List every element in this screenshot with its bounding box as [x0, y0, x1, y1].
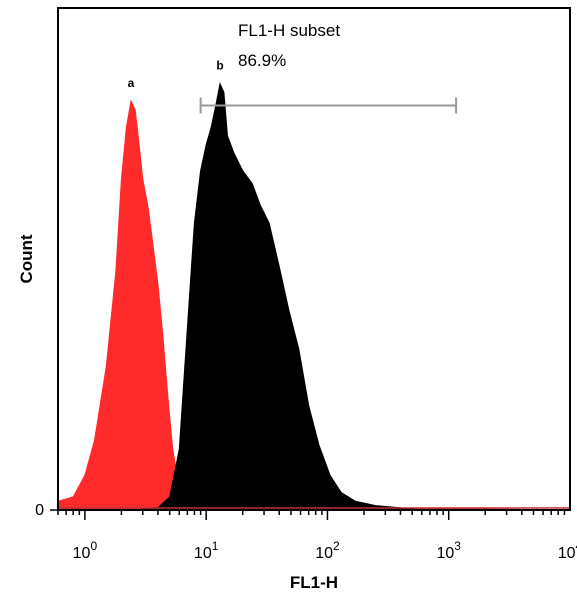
y-axis: 0: [35, 502, 58, 519]
gate-percent: 86.9%: [238, 51, 286, 70]
y-axis-label: Count: [17, 234, 36, 283]
series-a-label: a: [128, 76, 135, 90]
x-axis: 100 101 102 103 104: [57, 510, 577, 562]
gate-marker: [199, 97, 458, 114]
x-tick-label: 100: [73, 539, 98, 562]
y-tick-label: 0: [35, 502, 44, 519]
gate-label: FL1-H subset: [238, 21, 340, 40]
x-tick-label: 101: [194, 539, 219, 562]
x-tick-label: 103: [436, 539, 461, 562]
x-tick-label: 102: [315, 539, 340, 562]
x-tick-label: 104: [558, 539, 577, 562]
plot-frame: [57, 7, 571, 511]
series-b-area: [133, 82, 422, 511]
plot-area: ab: [57, 59, 571, 511]
x-axis-label: FL1-H: [290, 573, 338, 592]
series-b-label: b: [216, 59, 223, 73]
